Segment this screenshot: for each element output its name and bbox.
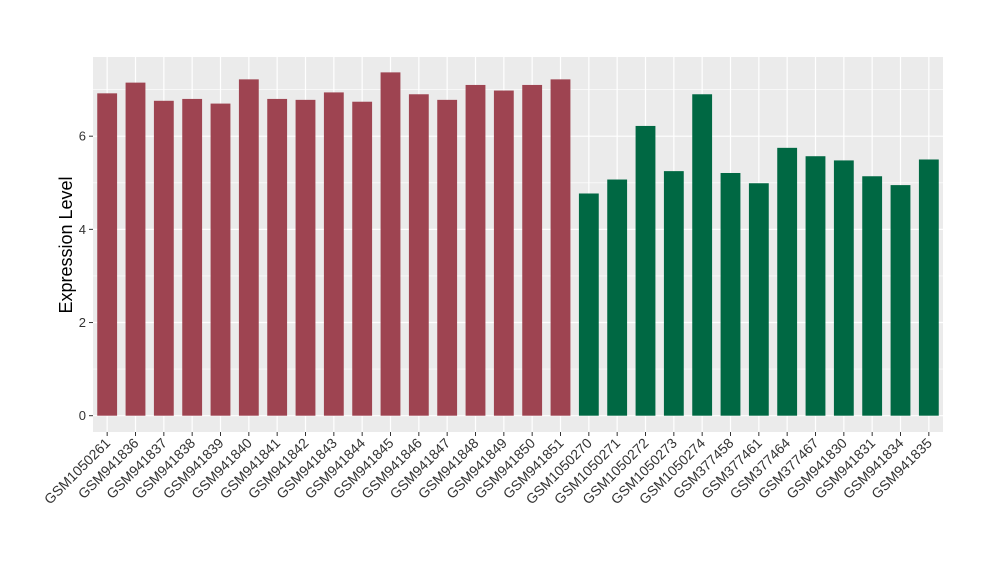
bar: [635, 125, 656, 416]
bar: [663, 171, 684, 416]
bar: [380, 72, 401, 416]
bars: [97, 72, 939, 416]
bar: [522, 84, 543, 416]
bar: [493, 90, 514, 416]
bar: [125, 82, 146, 416]
y-tick-label: 6: [79, 129, 86, 144]
y-tick-label: 0: [79, 408, 86, 423]
bar: [833, 160, 854, 416]
bar: [295, 99, 316, 416]
bar: [720, 172, 741, 416]
bar: [777, 147, 798, 416]
bar: [748, 183, 769, 416]
y-axis: 0 2 4 6: [79, 129, 93, 423]
bar: [465, 84, 486, 416]
y-tick-label: 4: [79, 222, 86, 237]
y-tick-label: 2: [79, 315, 86, 330]
bar: [182, 98, 203, 416]
bar: [267, 98, 288, 416]
bar: [550, 79, 571, 416]
y-axis-title: Expression Level: [56, 176, 76, 313]
bar: [607, 179, 628, 416]
bar: [578, 193, 599, 416]
bar: [97, 93, 118, 416]
bar: [890, 185, 911, 416]
bar: [238, 79, 259, 416]
bar: [805, 156, 826, 416]
x-axis: GSM1050261GSM941836GSM941837GSM941838GSM…: [41, 432, 935, 507]
bar: [692, 94, 713, 416]
plot-panel: [93, 57, 943, 432]
bar: [210, 103, 231, 416]
bar: [408, 94, 429, 416]
bar: [918, 159, 939, 416]
bar: [323, 92, 344, 416]
bar: [862, 176, 883, 416]
bar: [437, 99, 458, 416]
bar: [153, 100, 174, 416]
bar: [352, 101, 373, 416]
